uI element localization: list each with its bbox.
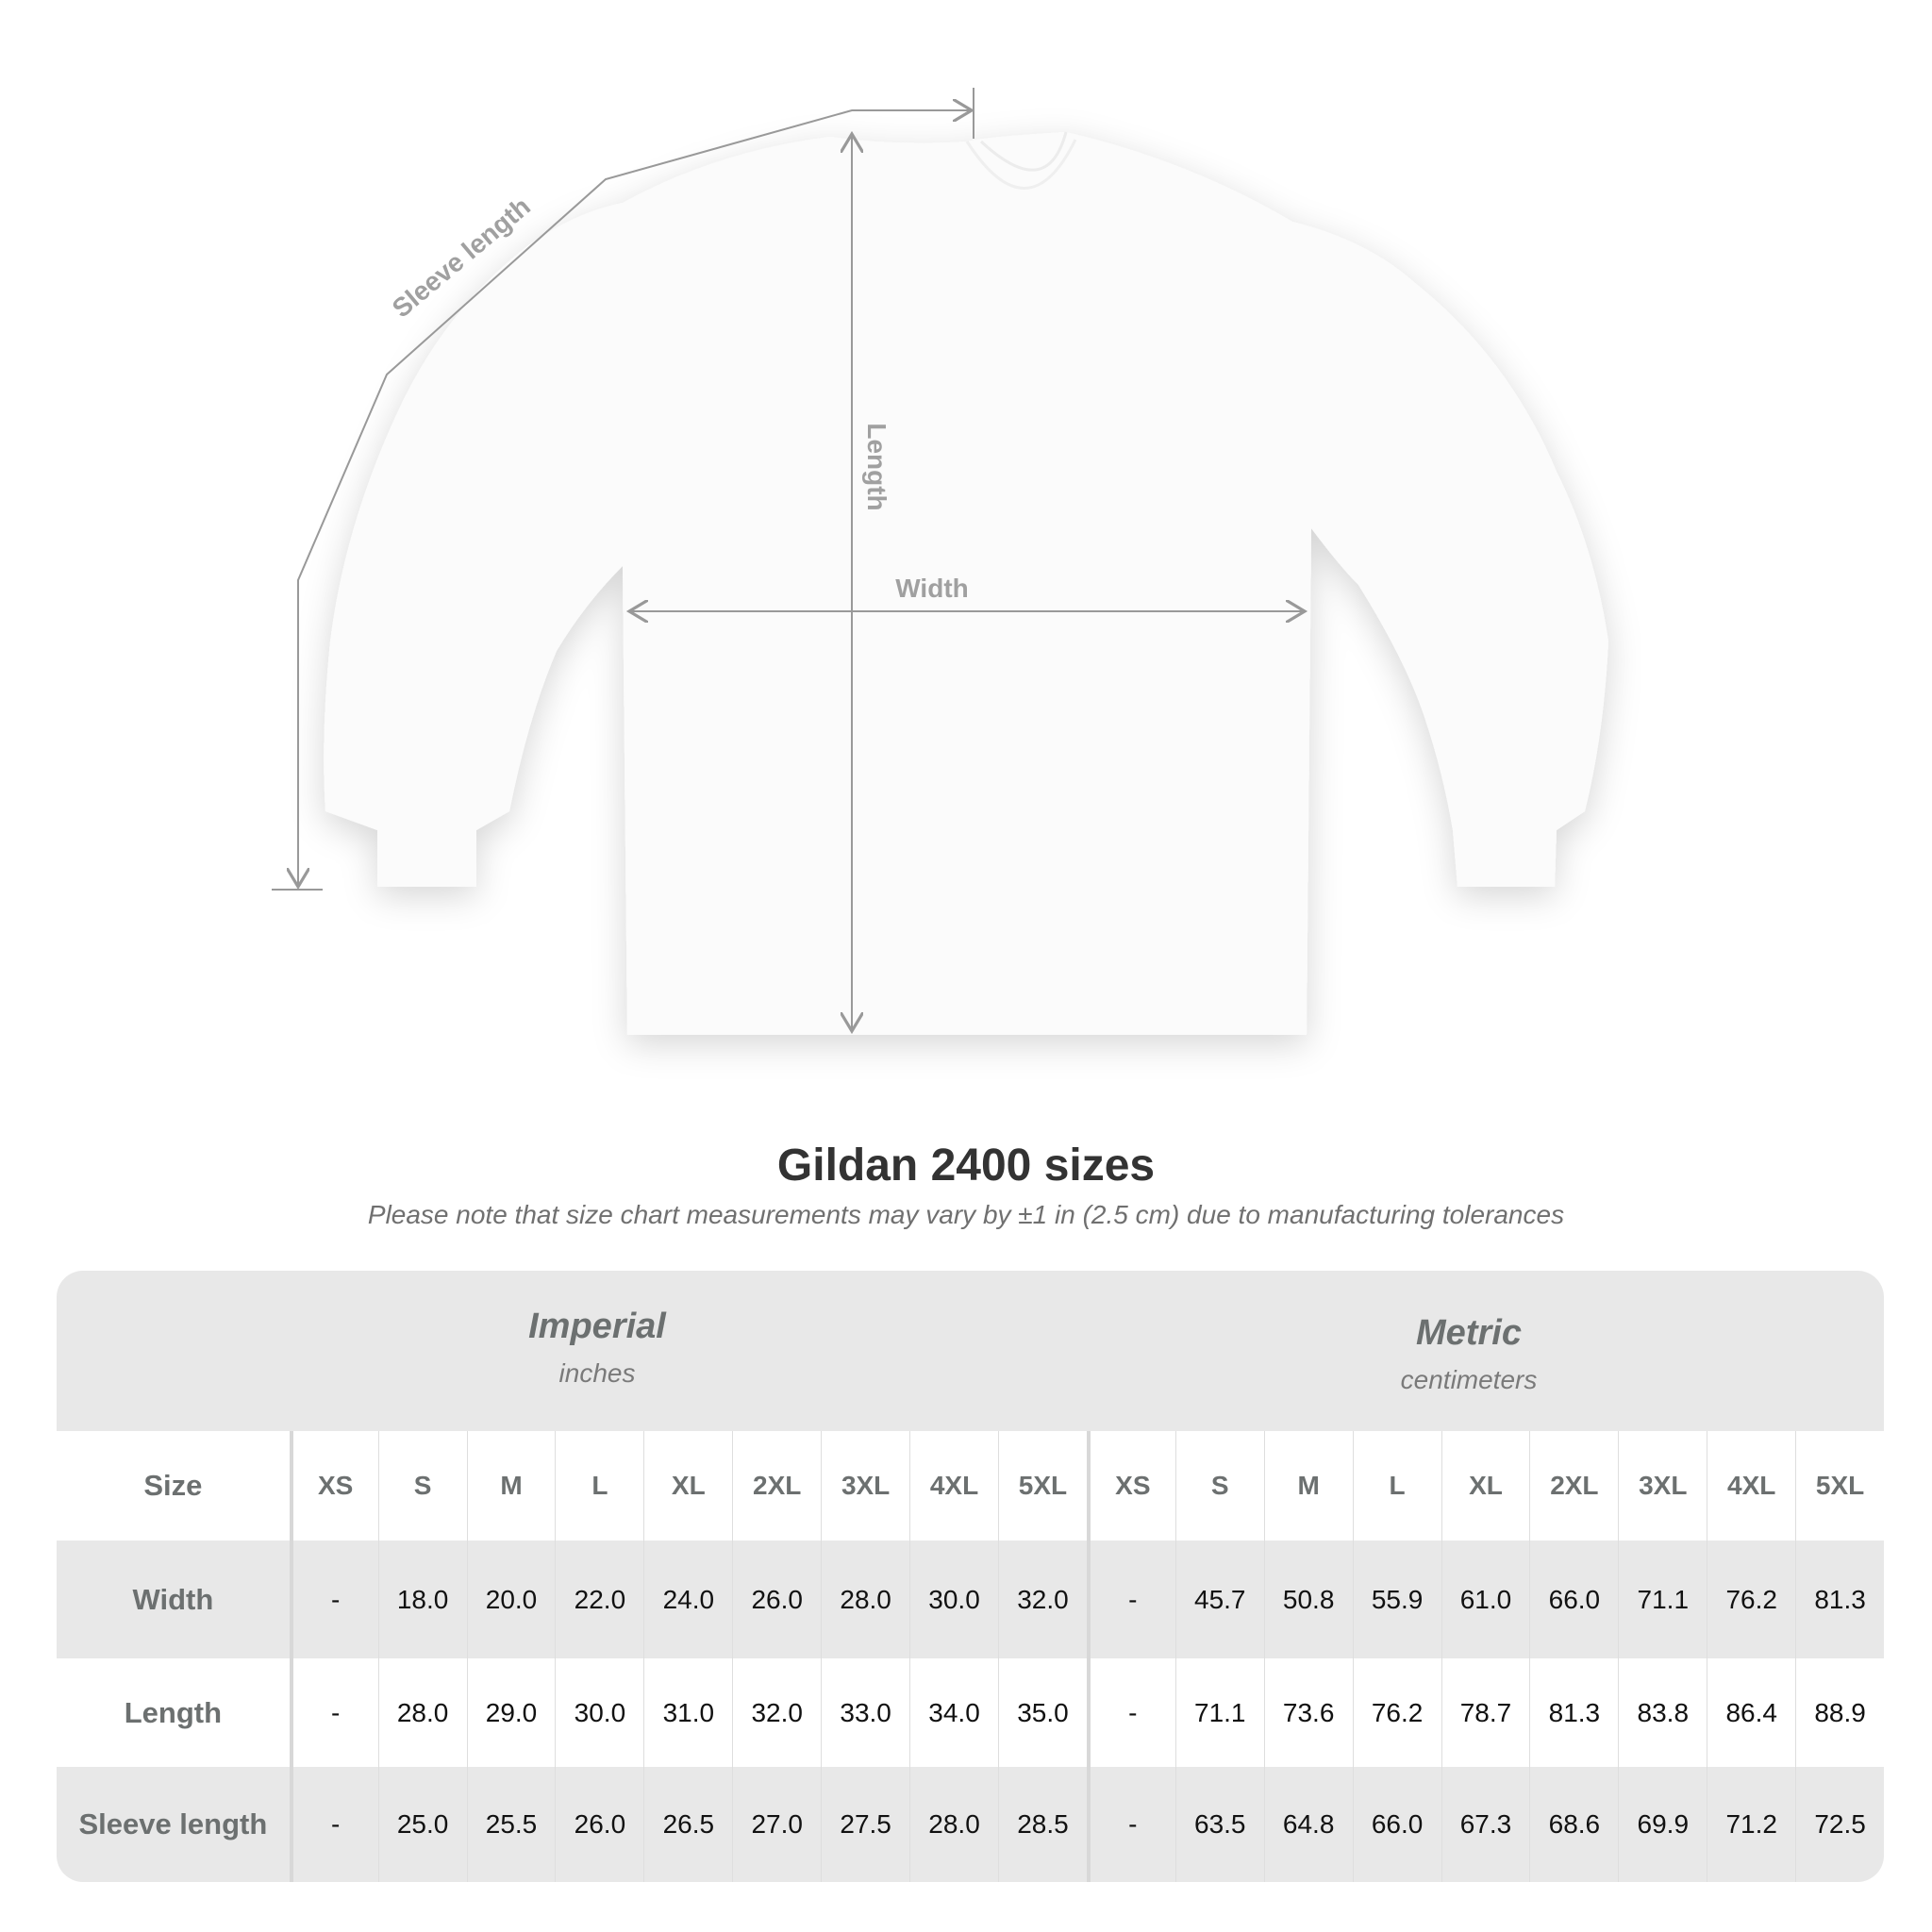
metric-value-cell: 73.6	[1263, 1658, 1353, 1767]
metric-value-cell: -	[1086, 1541, 1175, 1658]
imperial-value-cell: 24.0	[643, 1541, 732, 1658]
imperial-value-cell: 28.0	[821, 1541, 909, 1658]
tolerance-note: Please note that size chart measurements…	[367, 1200, 1565, 1229]
metric-value-cell: 72.5	[1795, 1767, 1884, 1882]
imperial-value-cell: 20.0	[466, 1541, 556, 1658]
imperial-value-cell: 31.0	[643, 1658, 732, 1767]
metric-value-cell: 63.5	[1174, 1767, 1264, 1882]
imperial-size-3xl: 3XL	[821, 1431, 909, 1541]
metric-value-cell: 61.0	[1441, 1541, 1530, 1658]
table-row: Width -18.0 20.0 22.0 24.0 26.0 28.0 30.0 32.0-4…	[57, 1541, 1884, 1658]
metric-value-cell: 69.9	[1618, 1767, 1707, 1882]
metric-value-cell: 81.3	[1529, 1658, 1618, 1767]
metric-value-cell: 76.2	[1707, 1541, 1795, 1658]
metric-size-5xl: 5XL	[1795, 1431, 1884, 1541]
metric-value-cell: 71.1	[1618, 1541, 1707, 1658]
imperial-value-cell: 27.5	[821, 1767, 909, 1882]
imperial-size-5xl: 5XL	[997, 1431, 1087, 1541]
imperial-value-cell: 28.0	[909, 1767, 998, 1882]
imperial-value-cell: 26.5	[643, 1767, 732, 1882]
sleeve-length-measure-line	[272, 88, 974, 891]
metric-value-cell: 67.3	[1441, 1767, 1530, 1882]
table-row: Length -28.0 29.0 30.0 31.0 32.0 33.0 34.0 35.0-…	[57, 1658, 1884, 1767]
metric-value-cell: 45.7	[1174, 1541, 1264, 1658]
metric-header: Metric centimeters	[1186, 1313, 1752, 1395]
row-label: Length	[124, 1695, 223, 1729]
metric-value-cell: -	[1086, 1658, 1175, 1767]
metric-value-cell: 71.1	[1174, 1658, 1264, 1767]
imperial-size-s: S	[377, 1431, 467, 1541]
shirt-diagram: Sleeve length Length Width	[272, 88, 1608, 1035]
imperial-value-cell: 27.0	[732, 1767, 821, 1882]
table-row: Sleeve length -25.0 25.5 26.0 26.5 27.0 27.5 28…	[57, 1767, 1884, 1882]
metric-value-cell: 66.0	[1529, 1541, 1618, 1658]
imperial-value-cell: 25.5	[466, 1767, 556, 1882]
imperial-unit: inches	[558, 1358, 636, 1388]
size-table: Imperial inches Metric centimeters Size …	[57, 1271, 1884, 1882]
chart-title: Gildan 2400 sizes	[776, 1141, 1156, 1191]
imperial-size-xs: XS	[289, 1431, 378, 1541]
metric-size-xs: XS	[1086, 1431, 1175, 1541]
imperial-value-cell: -	[289, 1541, 378, 1658]
metric-value-cell: 78.7	[1441, 1658, 1530, 1767]
imperial-value-cell: 26.0	[732, 1541, 821, 1658]
metric-value-cell: 81.3	[1795, 1541, 1884, 1658]
imperial-size-xl: XL	[643, 1431, 732, 1541]
imperial-size-m: M	[466, 1431, 556, 1541]
metric-value-cell: 88.9	[1795, 1658, 1884, 1767]
row-label: Width	[132, 1582, 214, 1616]
imperial-value-cell: 32.0	[997, 1541, 1087, 1658]
metric-value-cell: 64.8	[1263, 1767, 1353, 1882]
row-label: Sleeve length	[78, 1807, 268, 1840]
imperial-size-l: L	[555, 1431, 643, 1541]
imperial-value-cell: 32.0	[732, 1658, 821, 1767]
metric-value-cell: 76.2	[1352, 1658, 1441, 1767]
metric-size-l: L	[1352, 1431, 1441, 1541]
metric-value-cell: 68.6	[1529, 1767, 1618, 1882]
size-header-row: Size XS S M L XL 2XL 3XL 4XL 5XL XS S M L XL 2XL 3XL 4XL…	[57, 1431, 1884, 1541]
metric-value-cell: 83.8	[1618, 1658, 1707, 1767]
imperial-value-cell: 29.0	[466, 1658, 556, 1767]
metric-size-2xl: 2XL	[1529, 1431, 1618, 1541]
imperial-value-cell: 30.0	[909, 1541, 998, 1658]
imperial-value-cell: 34.0	[909, 1658, 998, 1767]
imperial-value-cell: 30.0	[555, 1658, 643, 1767]
length-label: Length	[862, 423, 891, 510]
imperial-value-cell: 22.0	[555, 1541, 643, 1658]
metric-heading: Metric	[1416, 1313, 1522, 1353]
metric-size-xl: XL	[1441, 1431, 1530, 1541]
size-label: Size	[143, 1469, 203, 1502]
imperial-value-cell: 18.0	[377, 1541, 467, 1658]
imperial-value-cell: 28.0	[377, 1658, 467, 1767]
units-header: Imperial inches Metric centimeters	[57, 1271, 1884, 1431]
imperial-value-cell: -	[289, 1658, 378, 1767]
metric-value-cell: 71.2	[1707, 1767, 1795, 1882]
imperial-value-cell: -	[289, 1767, 378, 1882]
imperial-value-cell: 26.0	[555, 1767, 643, 1882]
metric-size-m: M	[1263, 1431, 1353, 1541]
imperial-value-cell: 28.5	[997, 1767, 1087, 1882]
metric-size-4xl: 4XL	[1707, 1431, 1795, 1541]
metric-value-cell: -	[1086, 1767, 1175, 1882]
metric-size-3xl: 3XL	[1618, 1431, 1707, 1541]
metric-unit: centimeters	[1400, 1365, 1538, 1394]
imperial-size-4xl: 4XL	[909, 1431, 998, 1541]
imperial-header: Imperial inches	[314, 1307, 880, 1389]
metric-value-cell: 55.9	[1352, 1541, 1441, 1658]
imperial-value-cell: 35.0	[997, 1658, 1087, 1767]
imperial-value-cell: 25.0	[377, 1767, 467, 1882]
width-label: Width	[895, 574, 969, 603]
imperial-size-2xl: 2XL	[732, 1431, 821, 1541]
imperial-value-cell: 33.0	[821, 1658, 909, 1767]
metric-value-cell: 50.8	[1263, 1541, 1353, 1658]
metric-size-s: S	[1174, 1431, 1264, 1541]
metric-value-cell: 66.0	[1352, 1767, 1441, 1882]
metric-value-cell: 86.4	[1707, 1658, 1795, 1767]
imperial-heading: Imperial	[528, 1307, 666, 1346]
